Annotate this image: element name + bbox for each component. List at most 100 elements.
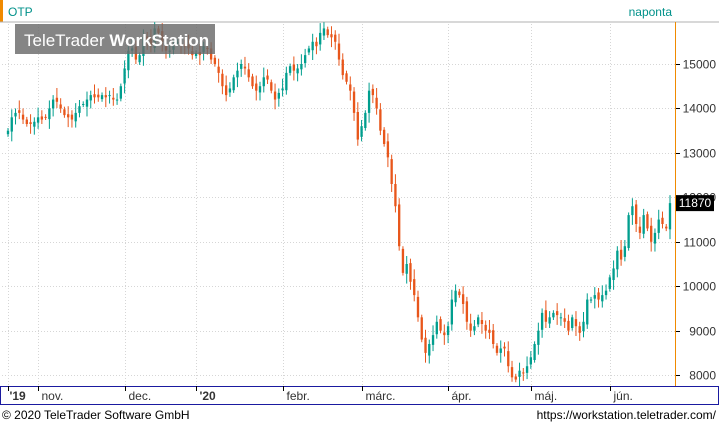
candle-body: [108, 95, 111, 97]
candle-body: [469, 323, 472, 331]
candle-body: [70, 114, 74, 120]
watermark: TeleTrader WorkStation: [15, 24, 215, 54]
candle-body: [63, 109, 66, 116]
candle-body: [292, 64, 296, 71]
candle-body: [93, 94, 96, 98]
candle-body: [544, 310, 548, 322]
candle-body: [228, 88, 232, 93]
symbol-label[interactable]: OTP: [8, 5, 33, 19]
candle-body: [604, 290, 608, 296]
candle-body: [424, 337, 427, 353]
candle-body: [10, 117, 13, 132]
grid-lines: [2, 24, 675, 386]
period-label[interactable]: naponta: [629, 5, 673, 19]
price-tick-label: 9000: [689, 325, 716, 339]
candle-body: [612, 268, 615, 280]
candle-body: [311, 41, 314, 51]
candle-body: [315, 41, 318, 47]
candle-body: [589, 299, 593, 301]
candle-body: [341, 59, 344, 76]
candle-body: [578, 326, 581, 333]
candle-body: [281, 88, 284, 91]
candle-body: [48, 108, 51, 120]
candle-body: [413, 279, 416, 296]
candle-body: [446, 326, 450, 336]
candle-body: [552, 312, 555, 318]
candle-body: [115, 99, 119, 101]
candle-body: [401, 248, 405, 273]
candle-body: [247, 69, 250, 78]
time-tick-label: máj.: [535, 389, 558, 403]
candle-body: [213, 57, 217, 64]
candle-body: [375, 97, 378, 109]
copyright-text: © 2020 TeleTrader Software GmbH: [2, 408, 190, 422]
candle-body: [89, 95, 92, 101]
candle-body: [631, 206, 634, 216]
candle-body: [405, 264, 408, 274]
candle-body: [322, 28, 326, 36]
candle-body: [522, 372, 525, 374]
candle-body: [277, 92, 280, 99]
candle-body: [409, 263, 412, 282]
candle-body: [492, 330, 495, 344]
candle-body: [559, 317, 563, 319]
candle-body: [435, 321, 438, 335]
candle-body: [123, 68, 126, 84]
candle-body: [112, 97, 115, 100]
candle-body: [221, 73, 224, 87]
candle-body: [420, 317, 423, 340]
candle-body: [14, 112, 17, 117]
candle-body: [582, 321, 585, 332]
candle-body: [484, 324, 487, 331]
watermark-box: [15, 24, 215, 54]
last-price-box: [676, 195, 714, 212]
candle-body: [638, 226, 642, 233]
candle-body: [514, 376, 517, 380]
candle-body: [465, 301, 469, 322]
candle-body: [67, 114, 70, 118]
last-price-marker: 11870: [676, 195, 714, 212]
time-tick-label: nov.: [42, 389, 64, 403]
candle-body: [439, 319, 442, 331]
watermark-text-bold: WorkStation: [109, 31, 209, 50]
candle-body: [480, 320, 484, 324]
candle-body: [657, 219, 660, 233]
candle-body: [661, 217, 664, 224]
candle-body: [326, 29, 329, 36]
candle-body: [18, 110, 21, 113]
candle-body: [488, 329, 491, 333]
candle-body: [352, 91, 356, 113]
candle-body: [349, 84, 352, 91]
candle-body: [443, 332, 446, 336]
candle-body: [608, 277, 611, 289]
candle-body: [529, 357, 532, 365]
price-axis: 80009000100001100012000130001400015000: [676, 58, 716, 383]
candle-body: [273, 91, 277, 100]
candle-body: [59, 104, 62, 109]
candle-body: [303, 55, 307, 64]
candle-body: [266, 75, 269, 80]
candle-body: [255, 83, 258, 91]
candle-body: [416, 296, 420, 318]
candle-body: [33, 121, 36, 127]
candle-body: [499, 348, 502, 353]
candle-body: [567, 320, 570, 331]
candle-body: [646, 214, 649, 229]
url-link[interactable]: https://workstation.teletrader.com/: [537, 408, 717, 422]
time-tick-label: '20: [200, 389, 217, 403]
candle-body: [138, 55, 141, 63]
price-tick-label: 10000: [683, 280, 717, 294]
watermark-text-light: TeleTrader: [24, 31, 109, 50]
candle-body: [367, 90, 371, 113]
candle-body: [285, 72, 288, 91]
candle-body: [194, 52, 198, 56]
time-tick-label: ápr.: [452, 389, 472, 403]
candle-body: [29, 122, 32, 124]
candle-body: [665, 226, 668, 229]
candle-body: [296, 68, 299, 74]
candle-body: [243, 66, 247, 69]
last-price-value: 11870: [679, 196, 712, 210]
candle-body: [371, 88, 375, 96]
time-tick-label: jún.: [613, 389, 633, 403]
candle-body: [356, 112, 359, 140]
